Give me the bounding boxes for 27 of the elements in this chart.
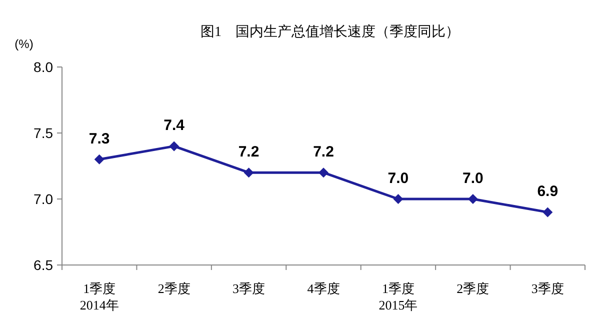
y-tick-label: 8.0 [34, 59, 54, 75]
data-label: 6.9 [537, 183, 558, 200]
x-tick-label: 1季度 2015年 [378, 281, 418, 312]
data-label: 7.2 [313, 144, 334, 161]
x-tick-label: 1季度 2014年 [80, 281, 119, 312]
data-label: 7.0 [462, 170, 484, 187]
y-tick-label: 7.5 [34, 125, 54, 141]
point [468, 194, 478, 204]
data-label: 7.3 [88, 130, 110, 148]
y-axis-title: (%) [14, 37, 34, 51]
x-tick-label: 4季度 [307, 281, 340, 296]
x-tick-label: 3季度 [232, 281, 266, 296]
data-label: 7.0 [388, 170, 409, 187]
point [94, 154, 104, 164]
x-tick-label: 3季度 [531, 281, 564, 296]
y-tick-label: 7.0 [34, 191, 54, 207]
x-tick-label: 2季度 [456, 281, 490, 296]
point [169, 141, 180, 152]
data-label: 7.2 [238, 144, 260, 161]
data-label: 7.4 [164, 117, 186, 134]
point [542, 207, 553, 218]
point [318, 168, 328, 178]
point [244, 168, 254, 178]
y-tick-label: 6.5 [34, 257, 54, 273]
x-tick-label: 2季度 [158, 281, 190, 296]
point [393, 194, 404, 204]
chart-title: 图1 国内生产总值增长速度（季度同比） [200, 24, 460, 40]
